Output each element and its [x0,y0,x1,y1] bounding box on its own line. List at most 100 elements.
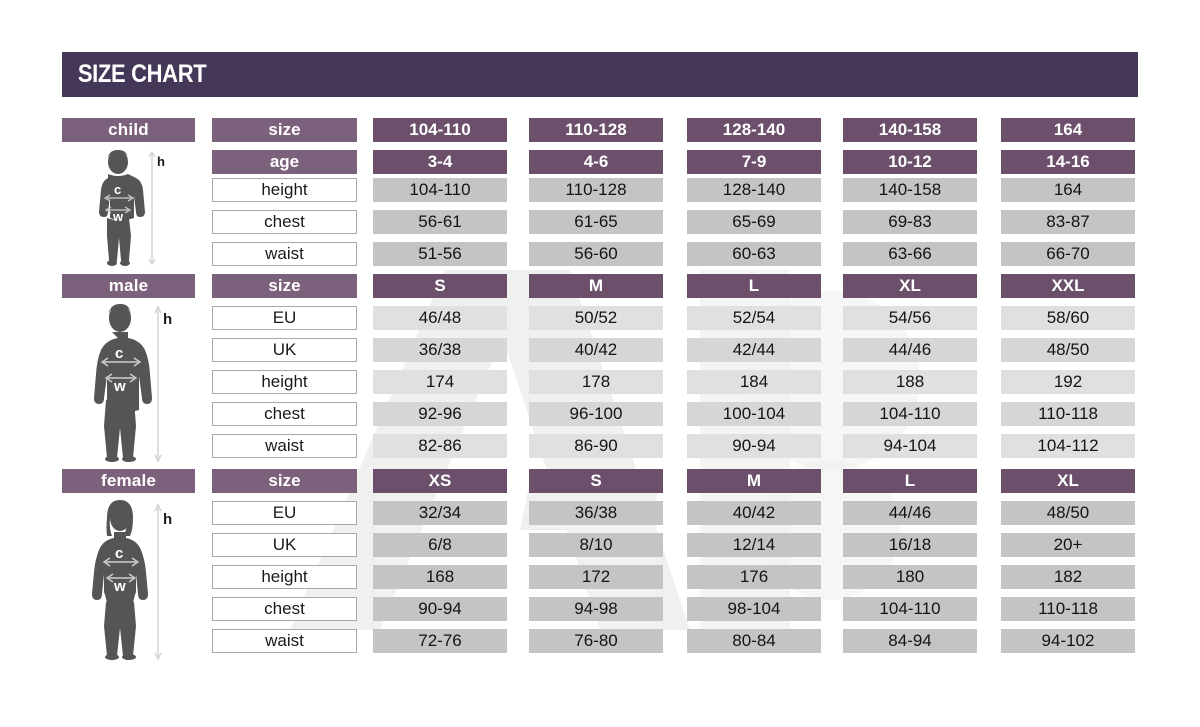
table-cell: 12/14 [687,533,821,557]
table-cell: 40/42 [529,338,663,362]
male-row-label-eu: EU [212,306,357,330]
table-cell: 48/50 [1001,501,1135,525]
table-cell: 65-69 [687,210,821,234]
table-cell: 90-94 [373,597,507,621]
table-cell: 16/18 [843,533,977,557]
page-title: SIZE CHART [77,60,207,88]
table-cell: 104-112 [1001,434,1135,458]
male-size-col-2: M [529,274,663,298]
table-cell: 66-70 [1001,242,1135,266]
male-height-marker: h [163,311,172,328]
table-cell: 6/8 [373,533,507,557]
child-age-col-4: 10-12 [843,150,977,174]
table-cell: 184 [687,370,821,394]
table-cell: 172 [529,565,663,589]
table-cell: 98-104 [687,597,821,621]
table-cell: 104-110 [843,597,977,621]
table-cell: 56-61 [373,210,507,234]
table-cell: 60-63 [687,242,821,266]
child-header-size-label: size [212,118,357,142]
male-row-label-uk: UK [212,338,357,362]
child-age-col-1: 3-4 [373,150,507,174]
table-cell: 84-94 [843,629,977,653]
child-age-col-2: 4-6 [529,150,663,174]
table-cell: 104-110 [843,402,977,426]
male-header-size-label: size [212,274,357,298]
female-height-marker: h [163,511,172,528]
table-cell: 8/10 [529,533,663,557]
table-cell: 180 [843,565,977,589]
table-cell: 110-118 [1001,402,1135,426]
female-size-col-4: L [843,469,977,493]
table-cell: 168 [373,565,507,589]
table-cell: 104-110 [373,178,507,202]
table-cell: 96-100 [529,402,663,426]
female-size-col-3: M [687,469,821,493]
female-row-label-eu: EU [212,501,357,525]
table-cell: 52/54 [687,306,821,330]
child-size-col-5: 164 [1001,118,1135,142]
child-age-col-3: 7-9 [687,150,821,174]
female-row-label-height: height [212,565,357,589]
table-cell: 174 [373,370,507,394]
table-cell: 178 [529,370,663,394]
table-cell: 128-140 [687,178,821,202]
table-cell: 94-102 [1001,629,1135,653]
child-row-label-height: height [212,178,357,202]
table-cell: 54/56 [843,306,977,330]
female-size-col-2: S [529,469,663,493]
child-size-col-2: 110-128 [529,118,663,142]
female-header-size-label: size [212,469,357,493]
female-size-col-5: XL [1001,469,1135,493]
table-cell: 44/46 [843,501,977,525]
table-cell: 69-83 [843,210,977,234]
category-pill-female: female [62,469,195,493]
child-figure: h c w [99,150,165,266]
child-row-label-chest: chest [212,210,357,234]
table-cell: 176 [687,565,821,589]
female-row-label-waist: waist [212,629,357,653]
male-row-label-height: height [212,370,357,394]
category-pill-child: child [62,118,195,142]
table-cell: 110-128 [529,178,663,202]
child-waist-marker: w [112,209,124,224]
female-figure: h c w [92,500,172,660]
table-cell: 42/44 [687,338,821,362]
male-row-label-chest: chest [212,402,357,426]
table-cell: 94-104 [843,434,977,458]
table-cell: 32/34 [373,501,507,525]
child-row-label-waist: waist [212,242,357,266]
table-cell: 44/46 [843,338,977,362]
table-cell: 140-158 [843,178,977,202]
table-cell: 20+ [1001,533,1135,557]
male-row-label-waist: waist [212,434,357,458]
child-header-age-label: age [212,150,357,174]
female-chest-marker: c [115,545,123,562]
male-figure-box: h c w [62,302,195,462]
table-cell: 86-90 [529,434,663,458]
table-cell: 80-84 [687,629,821,653]
female-size-col-1: XS [373,469,507,493]
table-cell: 36/38 [529,501,663,525]
child-figure-box: h c w [62,148,195,266]
female-row-label-chest: chest [212,597,357,621]
male-size-col-5: XXL [1001,274,1135,298]
male-chest-marker: c [115,345,123,362]
table-cell: 90-94 [687,434,821,458]
table-cell: 182 [1001,565,1135,589]
table-cell: 92-96 [373,402,507,426]
child-age-col-5: 14-16 [1001,150,1135,174]
table-cell: 58/60 [1001,306,1135,330]
female-waist-marker: w [113,578,126,595]
child-height-marker: h [157,154,165,169]
table-cell: 48/50 [1001,338,1135,362]
table-cell: 100-104 [687,402,821,426]
table-cell: 82-86 [373,434,507,458]
table-cell: 72-76 [373,629,507,653]
chart-title-bar: SIZE CHART [62,52,1138,97]
child-chest-marker: c [114,182,121,197]
table-cell: 192 [1001,370,1135,394]
table-cell: 164 [1001,178,1135,202]
female-figure-box: h c w [62,498,195,660]
